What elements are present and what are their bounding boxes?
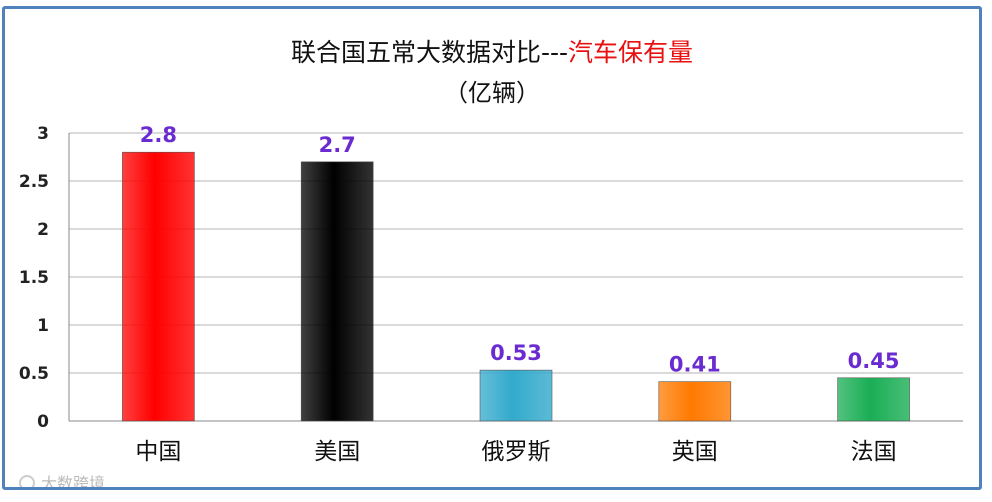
chart-title: 联合国五常大数据对比---汽车保有量 [291,38,693,67]
data-label: 2.7 [319,133,356,157]
x-category-label: 法国 [851,439,897,465]
gridlines [68,132,963,422]
watermark-text: 大数跨境 [41,474,105,487]
x-axis-categories: 中国 美国 俄罗斯 英国 法国 [135,439,896,465]
bars [122,151,910,422]
bar [658,381,732,422]
bar [122,151,195,422]
watermark-logo-icon [19,475,35,487]
watermark: 大数跨境 [19,474,105,487]
y-tick-label: 0 [37,412,49,432]
y-tick-label: 0.5 [19,364,49,384]
data-label: 0.45 [848,349,900,373]
y-tick-label: 3 [37,124,49,144]
chart-frame: 联合国五常大数据对比---汽车保有量 （亿辆） 0 0.5 1 1.5 2 2.5 3 2.… [2,6,982,490]
chart-subtitle: （亿辆） [444,79,540,107]
y-tick-label: 2.5 [19,172,49,192]
data-label: 0.53 [490,341,542,365]
bar-chart: 联合国五常大数据对比---汽车保有量 （亿辆） 0 0.5 1 1.5 2 2.5 3 2.… [19,38,963,487]
y-axis-ticks: 0 0.5 1 1.5 2 2.5 3 [19,124,49,432]
bar [300,161,374,422]
data-labels: 2.8 2.7 0.53 0.41 0.45 [140,123,900,376]
x-category-label: 俄罗斯 [482,439,551,465]
x-category-label: 英国 [672,439,718,465]
chart-title-highlight: 汽车保有量 [568,38,693,67]
bar [837,377,910,422]
chart-title-main: 联合国五常大数据对比--- [291,38,568,67]
y-tick-label: 1.5 [19,268,49,288]
x-category-label: 中国 [135,439,181,465]
bar [479,369,553,422]
y-tick-label: 2 [37,220,49,240]
data-label: 0.41 [669,353,721,377]
x-category-label: 美国 [314,439,360,465]
y-tick-label: 1 [37,316,49,336]
data-label: 2.8 [140,123,177,147]
